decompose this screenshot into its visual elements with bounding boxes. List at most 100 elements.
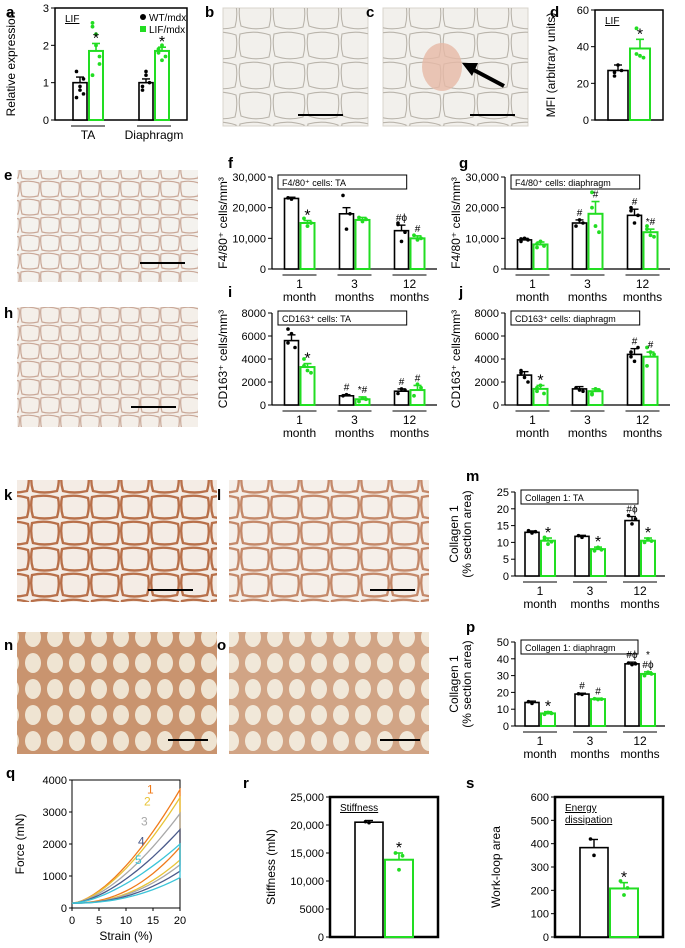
bar-wt: [571, 222, 588, 270]
bar-group: * TA: [71, 21, 105, 142]
significance-star: *: [537, 372, 543, 389]
significance-star: *: [304, 208, 310, 225]
data-point-wt: [399, 387, 404, 391]
data-point-lif: [415, 237, 420, 242]
bar-lif: [88, 49, 104, 121]
data-point-lif: [542, 712, 547, 717]
micrograph-e: [17, 170, 198, 282]
micrograph-l: [229, 480, 429, 602]
data-point-wt: [581, 389, 585, 394]
significance-star: *: [304, 351, 310, 368]
x-group-label: month: [516, 290, 549, 304]
chart-m: 0 5 10 15 20 25 Collagen 1 (% section area) Coll…: [447, 487, 665, 611]
data-point-lif: [364, 217, 368, 222]
x-axis-label: Strain (%): [99, 929, 152, 943]
data-point-lif: [593, 224, 598, 228]
data-point-lif: [309, 221, 313, 225]
series-label-5: 5: [135, 853, 142, 867]
data-point-lif: [645, 345, 649, 350]
data-point-wt: [633, 517, 638, 521]
y-tick-label: 1000: [43, 871, 67, 883]
significance-star: *: [159, 34, 165, 51]
y-tick-label: 2000: [43, 839, 67, 851]
x-group-label: 12: [633, 734, 647, 748]
data-point-lif: [645, 364, 649, 368]
chart-inner-title: Collagen 1: diaphragm: [525, 643, 616, 653]
data-point-wt: [403, 230, 407, 234]
bar-wt: [72, 81, 88, 121]
data-point-wt: [522, 375, 527, 380]
y-axis-label: F4/80⁺ cells/mm³: [449, 177, 463, 269]
x-group-label: 3: [584, 413, 591, 427]
data-point-wt: [592, 853, 596, 858]
arrow-icon: [469, 66, 505, 88]
data-point-lif: [305, 224, 310, 228]
panel-letter-h: h: [4, 305, 13, 322]
bar-lif: [642, 355, 659, 407]
legend-marker-lif: [140, 26, 146, 32]
data-point-lif: [634, 52, 639, 56]
data-point-wt: [636, 213, 640, 218]
chart-j: 0 2000 4000 6000 8000 CD163⁺ cells/mm³ CD163⁺ …: [449, 308, 670, 440]
data-point-wt: [577, 388, 582, 392]
panel-letter-q: q: [6, 765, 15, 782]
bar-lif: [590, 698, 606, 727]
x-tick-label: 0: [69, 915, 75, 927]
bar-wt: [338, 213, 355, 270]
data-point-lif: [642, 673, 647, 678]
y-tick-label: 4000: [242, 354, 266, 366]
y-tick-label: 60: [577, 5, 589, 17]
x-tick-label: 20: [174, 915, 186, 927]
bar-wt: [283, 197, 300, 270]
chart-inner-title: Energy: [565, 803, 597, 814]
x-group-label: 1: [537, 584, 544, 598]
x-group-label: months: [570, 747, 609, 761]
y-tick-label: 4000: [43, 775, 67, 787]
data-point-lif: [302, 357, 306, 361]
data-point-lif: [590, 392, 594, 397]
chart-inner-title: LIF: [605, 16, 619, 27]
y-tick-label: 0: [493, 264, 499, 276]
data-point-lif: [542, 537, 547, 542]
bar-lif: [409, 237, 426, 270]
significance-star: *: [621, 870, 627, 887]
y-tick-label: 30,000: [232, 172, 266, 184]
y-tick-label: 3000: [43, 807, 67, 819]
chart-inner-title: dissipation: [565, 815, 612, 826]
data-point-lif: [597, 388, 601, 392]
y-axis-label: F4/80⁺ cells/mm³: [216, 177, 230, 269]
bar-lif: [640, 672, 656, 727]
data-point-lif: [596, 545, 600, 550]
panel-letter-s: s: [466, 775, 474, 792]
significance-star: *: [545, 525, 551, 542]
panel-letter-e: e: [4, 167, 12, 184]
data-point-wt: [289, 197, 294, 201]
data-point-wt: [632, 359, 637, 364]
data-point-wt: [533, 529, 538, 534]
panel-letter-j: j: [458, 284, 463, 301]
y-tick-label: 10,000: [232, 233, 266, 245]
x-group-label: month: [523, 747, 556, 761]
y-tick-label: 2000: [475, 377, 499, 389]
x-tick-label: 10: [120, 915, 132, 927]
y-tick-label: 50: [497, 637, 509, 649]
bar-wt: [516, 374, 533, 406]
data-point-lif: [590, 205, 594, 210]
data-point-wt: [140, 84, 145, 89]
significance-star: *: [595, 534, 601, 551]
stained-fibre: [422, 43, 462, 91]
data-point-wt: [588, 837, 593, 841]
y-axis-label: CD163⁺ cells/mm³: [216, 310, 230, 408]
y-axis-label: Relative expression: [4, 12, 18, 117]
data-point-wt: [403, 388, 407, 392]
inner-title-box: [520, 489, 639, 505]
data-point-lif: [625, 886, 630, 890]
